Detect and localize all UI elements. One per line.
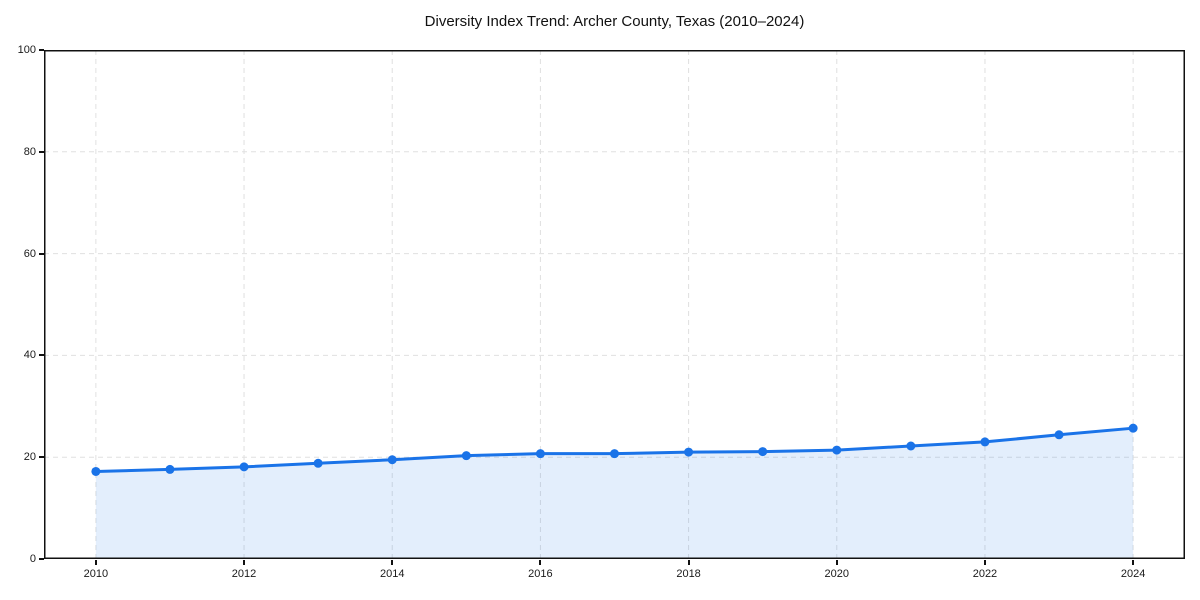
data-point-marker: [387, 455, 397, 465]
x-tick-label: 2010: [83, 568, 109, 580]
data-point-marker: [832, 445, 842, 455]
data-point-marker: [684, 447, 694, 457]
y-tick-label: 60: [23, 247, 36, 260]
data-point-marker: [313, 458, 323, 468]
y-tick-mark: [39, 49, 44, 51]
area-fill: [95, 428, 1134, 559]
data-point-marker: [906, 441, 916, 451]
y-tick-label: 40: [23, 349, 36, 362]
plot-area: [44, 50, 1185, 559]
x-tick-mark: [94, 560, 97, 565]
data-point-marker: [758, 447, 768, 457]
plot-border: [44, 50, 1185, 559]
data-point-marker: [535, 449, 545, 459]
y-tick-mark: [39, 456, 44, 459]
x-tick-label: 2024: [1120, 568, 1146, 580]
x-tick-mark: [1132, 560, 1135, 565]
y-tick-label: 80: [23, 145, 36, 158]
y-tick-mark: [39, 150, 44, 153]
y-tick-label: 20: [23, 451, 36, 464]
y-tick-mark: [39, 558, 44, 560]
x-tick-mark: [687, 560, 690, 565]
x-tick-label: 2022: [972, 568, 998, 580]
x-tick-mark: [983, 560, 986, 565]
data-point-marker: [1054, 430, 1064, 440]
data-point-marker: [239, 462, 249, 472]
x-tick-mark: [243, 560, 246, 565]
x-tick-label: 2018: [676, 568, 701, 580]
y-tick-label: 0: [29, 553, 36, 565]
chart-title: Diversity Index Trend: Archer County, Te…: [424, 13, 805, 30]
data-point-marker: [461, 451, 471, 461]
data-point-marker: [165, 464, 175, 474]
data-point-marker: [91, 466, 101, 476]
x-tick-label: 2020: [824, 568, 849, 580]
data-point-marker: [980, 437, 990, 447]
x-tick-mark: [539, 560, 542, 565]
x-tick-label: 2012: [231, 568, 257, 580]
data-point-marker: [610, 449, 619, 459]
x-tick-label: 2014: [379, 568, 405, 580]
y-tick-mark: [39, 354, 44, 357]
y-tick-mark: [39, 252, 44, 255]
data-point-marker: [1128, 423, 1138, 433]
x-tick-label: 2016: [528, 568, 553, 580]
y-tick-label: 100: [17, 44, 36, 56]
x-tick-mark: [391, 560, 394, 565]
x-tick-mark: [835, 560, 838, 565]
